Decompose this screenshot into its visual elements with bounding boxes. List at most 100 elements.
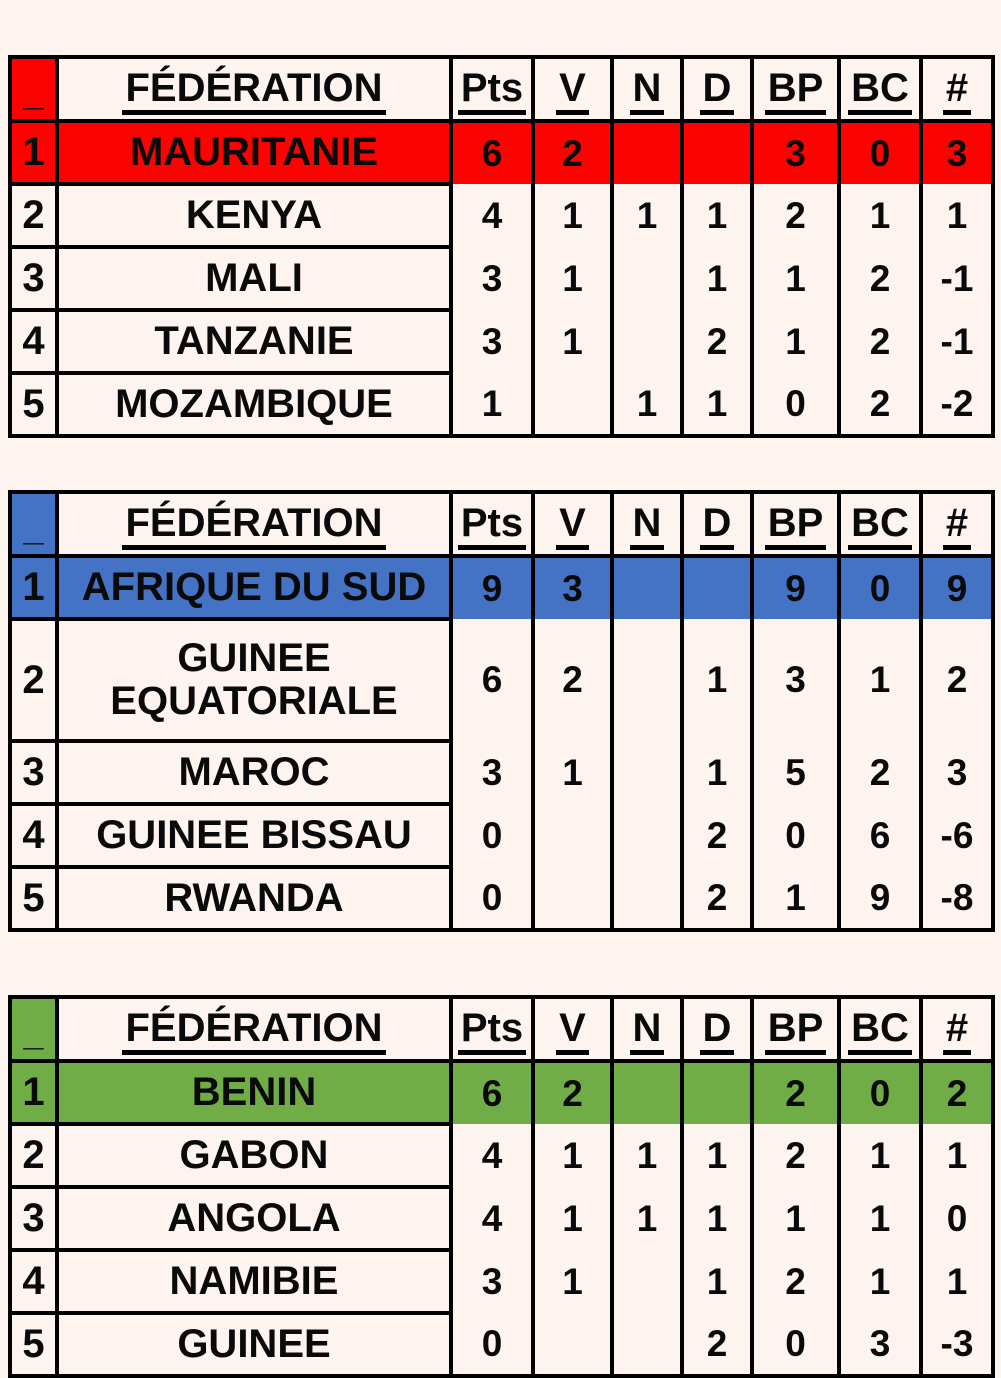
goals-against-cell: 2	[837, 741, 923, 804]
team-cell: KENYA	[55, 182, 453, 249]
goals-for-header-label: BP	[764, 1008, 827, 1055]
goals-against-cell: 1	[837, 184, 923, 247]
goals-for-cell: 3	[750, 121, 841, 184]
goals-against-cell: 0	[837, 1061, 923, 1124]
wins-header-cell: V	[531, 55, 614, 123]
losses-cell: 2	[680, 310, 754, 373]
losses-cell	[680, 1061, 754, 1124]
goals-against-cell: 2	[837, 310, 923, 373]
table-row: 4 GUINEE BISSAU 0 2 0 6 -6	[8, 802, 995, 869]
goal-diff-cell: 1	[919, 1250, 995, 1313]
team-cell: RWANDA	[55, 865, 453, 932]
goal-diff-cell: -8	[919, 867, 995, 930]
losses-cell: 1	[680, 373, 754, 436]
rank-cell: 3	[8, 1185, 59, 1252]
wins-cell	[531, 804, 614, 867]
goals-against-header-cell: BC	[837, 995, 923, 1063]
rank-cell: 4	[8, 802, 59, 869]
draws-cell	[610, 1061, 684, 1124]
wins-header-label: V	[556, 1008, 589, 1055]
corner-header-cell: _	[8, 490, 59, 558]
goals-for-cell: 3	[750, 619, 841, 741]
wins-cell: 1	[531, 310, 614, 373]
draws-cell: 1	[610, 373, 684, 436]
federation-header-cell: FÉDÉRATION	[55, 995, 453, 1063]
losses-header-label: D	[699, 68, 735, 115]
draws-cell	[610, 247, 684, 310]
table-row: 5 GUINEE 0 2 0 3 -3	[8, 1311, 995, 1378]
draws-header-label: N	[629, 68, 665, 115]
pts-cell: 6	[449, 619, 535, 741]
losses-cell: 1	[680, 184, 754, 247]
federation-header-cell: FÉDÉRATION	[55, 490, 453, 558]
goals-against-header-cell: BC	[837, 490, 923, 558]
table-row: 3 MALI 3 1 1 1 2 -1	[8, 245, 995, 312]
goal-diff-cell: -1	[919, 310, 995, 373]
rank-cell: 5	[8, 1311, 59, 1378]
draws-cell	[610, 1250, 684, 1313]
rank-cell: 2	[8, 617, 59, 743]
wins-cell	[531, 867, 614, 930]
team-cell: GUINEE BISSAU	[55, 802, 453, 869]
table-row: 2 KENYA 4 1 1 1 2 1 1	[8, 182, 995, 249]
table-row-leader: 1 MAURITANIE 6 2 3 0 3	[8, 119, 995, 186]
losses-header-cell: D	[680, 995, 754, 1063]
goals-for-cell: 5	[750, 741, 841, 804]
losses-header-cell: D	[680, 490, 754, 558]
wins-cell: 1	[531, 741, 614, 804]
goals-against-cell: 3	[837, 1313, 923, 1376]
pts-cell: 3	[449, 741, 535, 804]
draws-cell	[610, 619, 684, 741]
losses-cell: 1	[680, 1187, 754, 1250]
goals-for-cell: 2	[750, 1124, 841, 1187]
goals-for-cell: 0	[750, 804, 841, 867]
wins-cell: 3	[531, 556, 614, 619]
pts-cell: 4	[449, 1124, 535, 1187]
goal-diff-header-label: #	[942, 1008, 972, 1055]
pts-cell: 4	[449, 184, 535, 247]
pts-cell: 1	[449, 373, 535, 436]
losses-cell: 1	[680, 1124, 754, 1187]
goal-diff-header-cell: #	[919, 995, 995, 1063]
wins-cell: 1	[531, 1124, 614, 1187]
draws-cell	[610, 804, 684, 867]
losses-cell: 2	[680, 804, 754, 867]
goals-against-header-cell: BC	[837, 55, 923, 123]
goal-diff-cell: 9	[919, 556, 995, 619]
pts-cell: 0	[449, 804, 535, 867]
goals-against-cell: 6	[837, 804, 923, 867]
pts-header-label: Pts	[457, 1008, 527, 1055]
losses-cell: 1	[680, 741, 754, 804]
wins-cell	[531, 373, 614, 436]
draws-cell	[610, 741, 684, 804]
draws-cell: 1	[610, 1124, 684, 1187]
header-row: _ FÉDÉRATION Pts V N D BP BC #	[8, 490, 995, 558]
goals-for-cell: 1	[750, 867, 841, 930]
pts-cell: 6	[449, 121, 535, 184]
goal-diff-cell: 3	[919, 121, 995, 184]
pts-header-label: Pts	[457, 503, 527, 550]
goals-for-cell: 2	[750, 184, 841, 247]
goals-for-header-cell: BP	[750, 55, 841, 123]
goal-diff-cell: 2	[919, 1061, 995, 1124]
team-cell: MALI	[55, 245, 453, 312]
losses-cell	[680, 556, 754, 619]
losses-cell: 1	[680, 1250, 754, 1313]
goal-diff-cell: 1	[919, 1124, 995, 1187]
rank-cell: 2	[8, 182, 59, 249]
goal-diff-cell: 2	[919, 619, 995, 741]
draws-header-cell: N	[610, 995, 684, 1063]
goals-for-cell: 1	[750, 310, 841, 373]
corner-header-cell: _	[8, 995, 59, 1063]
goal-diff-header-label: #	[942, 503, 972, 550]
goals-for-cell: 9	[750, 556, 841, 619]
draws-header-label: N	[629, 1008, 665, 1055]
team-cell: MAROC	[55, 739, 453, 806]
corner-header-cell: _	[8, 55, 59, 123]
pts-cell: 3	[449, 247, 535, 310]
draws-cell: 1	[610, 184, 684, 247]
draws-header-cell: N	[610, 490, 684, 558]
goals-against-cell: 0	[837, 556, 923, 619]
federation-header-cell: FÉDÉRATION	[55, 55, 453, 123]
wins-cell: 1	[531, 184, 614, 247]
